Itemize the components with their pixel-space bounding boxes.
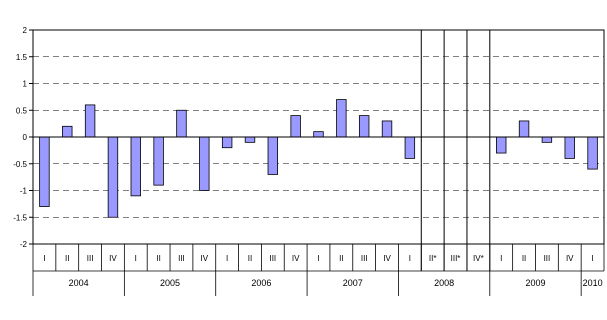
quarter-label: II: [339, 254, 343, 263]
bar: [267, 136, 279, 175]
bar: [62, 125, 73, 138]
x-axis-table: I II III IV I II III IV I II III IV I II III IV I II* III*…: [32, 244, 605, 296]
bar: [199, 136, 210, 191]
y-tick-label: 1: [23, 80, 28, 89]
bar: [381, 120, 393, 138]
y-tick-label: -2: [20, 240, 28, 249]
bar: [336, 99, 347, 138]
bar: [358, 115, 370, 138]
quarter-label: IV: [292, 254, 300, 263]
y-tick-label: -1: [20, 187, 28, 196]
quarter-label: IV: [383, 254, 391, 263]
quarter-label: IV: [566, 254, 574, 263]
quarter-label: III*: [451, 254, 461, 263]
y-tick-label: -1.5: [13, 213, 27, 222]
bar: [107, 136, 119, 218]
quarter-label: I: [317, 254, 319, 263]
quarter-label: IV*: [473, 254, 484, 263]
year-label: 2005: [160, 278, 180, 288]
bar: [518, 120, 530, 138]
bar: [221, 136, 233, 149]
y-tick-label: -0.5: [13, 160, 27, 169]
quarter-label: II: [522, 254, 526, 263]
quarter-label: I: [591, 254, 593, 263]
quarter-label: III: [269, 254, 276, 263]
year-label: 2008: [434, 278, 454, 288]
bar: [313, 131, 324, 138]
year-label: 2009: [525, 278, 545, 288]
y-tick-label: 2: [23, 26, 28, 35]
year-label: 2004: [69, 278, 89, 288]
highlight-lines: [420, 30, 491, 271]
plot-frame: [32, 29, 605, 245]
quarter-label: III: [544, 254, 551, 263]
quarter-label: IV: [201, 254, 209, 263]
bar: [404, 136, 416, 159]
y-axis-ticks: 2 1.5 1 0.5 0 -0.5 -1 -1.5 -2: [13, 26, 33, 249]
bar: [39, 136, 50, 207]
bars: [39, 99, 598, 218]
bar: [84, 104, 96, 138]
quarter-label: IV: [109, 254, 117, 263]
bar: [176, 109, 187, 138]
bar: [153, 136, 164, 186]
bar: [587, 136, 598, 170]
quarter-label: I: [409, 254, 411, 263]
quarter-label: II: [65, 254, 69, 263]
bar: [130, 136, 141, 197]
y-tick-label: 0.5: [16, 106, 28, 115]
quarter-label: III: [361, 254, 368, 263]
bar: [564, 136, 575, 159]
bar: [244, 136, 256, 143]
year-label: 2006: [251, 278, 271, 288]
bar: [496, 136, 507, 154]
quarter-label: II: [248, 254, 252, 263]
quarter-label: I: [135, 254, 137, 263]
year-label: 2010: [583, 278, 603, 288]
quarter-label: I: [43, 254, 45, 263]
y-tick-label: 0: [23, 133, 28, 142]
quarter-label: III: [178, 254, 185, 263]
quarter-label: I: [226, 254, 228, 263]
bar: [290, 115, 301, 138]
bar: [541, 136, 553, 143]
grid-lines: [33, 56, 604, 218]
quarter-label: III: [87, 254, 94, 263]
y-tick-label: 1.5: [16, 53, 28, 62]
quarter-label: I: [500, 254, 502, 263]
year-label: 2007: [343, 278, 363, 288]
quarter-label: II*: [429, 254, 437, 263]
quarter-label: II: [156, 254, 160, 263]
